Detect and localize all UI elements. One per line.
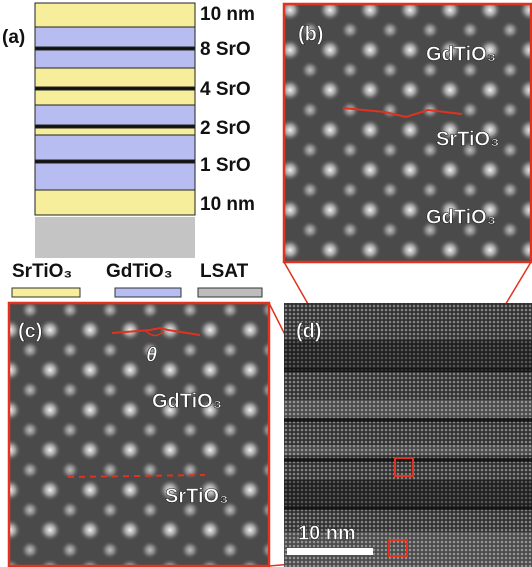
layer-label: 10 nm	[200, 194, 255, 215]
image-panel	[9, 303, 269, 566]
figure: (a) 10 nm 8 SrO 4 SrO 2 SrO 1 SrO 10 nm …	[0, 0, 532, 567]
legend-label: GdTiO₃	[106, 261, 173, 282]
layer-label: SrTiO₃	[436, 128, 499, 150]
angle-label: θ	[146, 344, 157, 366]
legend-label: LSAT	[200, 261, 249, 282]
page: {"panels": { "a": {"label": "(a)", "laye…	[0, 0, 532, 567]
legend-label: SrTiO₃	[12, 261, 72, 282]
layer-label: GdTiO₃	[426, 43, 496, 65]
layer-label: SrTiO₃	[165, 485, 228, 507]
layer-label: 10 nm	[200, 4, 255, 25]
layer-label: 4 SrO	[200, 79, 251, 100]
legend-swatch	[115, 288, 181, 297]
panel-label: (b)	[298, 23, 324, 45]
panel-label: (c)	[18, 320, 42, 342]
layer-label: 2 SrO	[200, 118, 251, 139]
layer-label: GdTiO₃	[152, 390, 222, 412]
layer-label: 1 SrO	[200, 155, 251, 176]
legend-swatch	[12, 288, 80, 297]
panel-label: (d)	[296, 320, 322, 342]
layer-label: 8 SrO	[200, 39, 251, 60]
layer-label: GdTiO₃	[426, 206, 496, 228]
scale-bar	[287, 548, 373, 555]
layer-stack	[35, 3, 195, 258]
legend-swatch	[198, 288, 262, 297]
scale-label: 10 nm	[298, 522, 356, 544]
panel-label: (a)	[2, 27, 25, 48]
